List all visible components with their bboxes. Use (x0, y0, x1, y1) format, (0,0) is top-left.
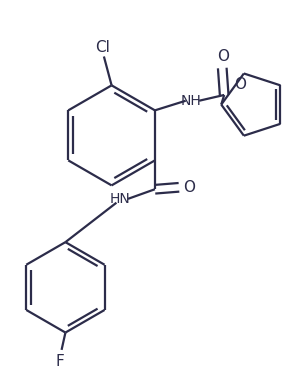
Text: O: O (234, 77, 246, 92)
Text: Cl: Cl (95, 40, 110, 54)
Text: O: O (183, 180, 195, 195)
Text: NH: NH (181, 94, 202, 108)
Text: O: O (217, 49, 229, 64)
Text: F: F (55, 354, 64, 369)
Text: HN: HN (110, 192, 131, 206)
